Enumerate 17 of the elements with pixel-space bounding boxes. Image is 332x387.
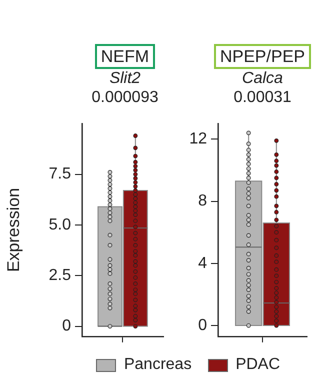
text: 0.000093 [90,88,160,108]
y-tick-label: 2.5 [48,267,72,284]
y-tick-label: 8 [198,192,208,210]
chart-title: NEFM [94,44,156,69]
y-tick-label: 5.0 [48,216,72,234]
y-tick-label: 0 [198,316,208,334]
chart-title: NPEP/PEP [214,44,312,69]
y-tick-label: 7.5 [48,166,72,183]
chart-subtitle: Slit2 [108,69,142,88]
legend-label: Pancreas [124,356,192,374]
chart-subtitle: Calca [241,69,284,88]
y-tick-label: 0 [62,318,72,335]
y-axis-title: Expression [4,188,23,272]
y-tick-label: 4 [198,254,208,272]
y-tick-label: 12 [189,130,208,148]
text: 0.00031 [232,88,292,108]
legend-label: PDAC [236,356,280,374]
